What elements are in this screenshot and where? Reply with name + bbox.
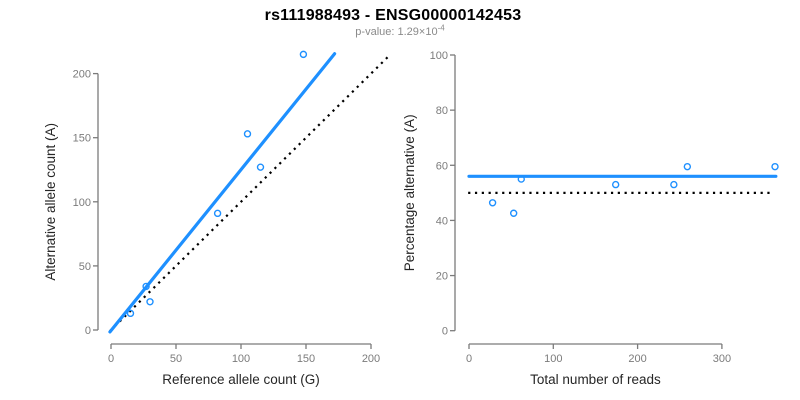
allele-counts-data-point xyxy=(243,130,252,138)
y-tick-label: 80 xyxy=(436,105,448,117)
allele-counts-data-point xyxy=(256,163,265,171)
y-tick-label: 0 xyxy=(85,325,91,337)
y-tick-label: 100 xyxy=(73,197,91,209)
percentage-alternative-data-point xyxy=(517,175,525,183)
allele-counts-data-point xyxy=(299,50,308,59)
allele-counts-data-point xyxy=(213,209,222,218)
percentage-alternative-data-point xyxy=(611,180,620,189)
percentage-alternative-data-point xyxy=(771,162,779,171)
allele-counts-data-point xyxy=(126,309,135,318)
y-tick-label: 100 xyxy=(430,50,448,62)
percentage-alternative-y-axis-title: Percentage alternative (A) xyxy=(402,114,417,271)
x-tick-label: 150 xyxy=(297,353,315,365)
x-tick-label: 200 xyxy=(628,353,646,365)
y-tick-label: 40 xyxy=(436,215,448,227)
allele-counts-data-point xyxy=(146,298,154,306)
x-tick-label: 300 xyxy=(713,353,731,365)
percentage-alternative-data-point xyxy=(488,199,497,207)
x-tick-label: 100 xyxy=(232,353,250,365)
y-tick-label: 150 xyxy=(73,133,91,145)
allele-counts-data-point xyxy=(142,282,150,291)
allele-counts-reference-line xyxy=(109,56,389,332)
figure-subtitle: p-value: 1.29×10-4 xyxy=(0,23,800,38)
percentage-alternative-data-point xyxy=(509,209,518,217)
x-tick-label: 100 xyxy=(544,353,562,365)
y-tick-label: 20 xyxy=(436,271,448,283)
allele-counts-y-axis-title: Alternative allele count (A) xyxy=(43,123,58,281)
percentage-alternative-data-point xyxy=(683,162,692,171)
percentage-alternative-x-axis-title: Total number of reads xyxy=(530,372,661,387)
x-tick-label: 0 xyxy=(108,353,114,365)
figure-title: rs111988493 - ENSG00000142453 xyxy=(264,7,522,24)
allele-counts-fit-line xyxy=(108,52,337,334)
y-tick-label: 60 xyxy=(436,160,448,172)
y-tick-label: 0 xyxy=(442,326,448,338)
allele-counts-x-axis-title: Reference allele count (G) xyxy=(162,372,320,387)
pvalue-exponent: -4 xyxy=(437,23,445,33)
percentage-alternative-data-point xyxy=(670,180,678,189)
x-tick-label: 0 xyxy=(466,353,472,365)
x-tick-label: 50 xyxy=(170,353,182,365)
y-tick-label: 200 xyxy=(73,69,91,81)
pvalue-label: p-value: 1.29×10 xyxy=(355,26,438,38)
x-tick-label: 200 xyxy=(362,353,380,365)
y-tick-label: 50 xyxy=(79,261,91,273)
